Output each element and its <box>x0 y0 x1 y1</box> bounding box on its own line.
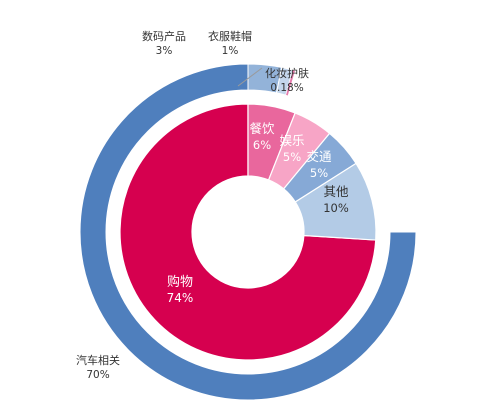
inner-label-2: 娱乐 <box>279 133 304 148</box>
inner-slice-0 <box>119 103 377 361</box>
outer-label-0: 汽车相关 <box>76 353 120 367</box>
inner-label-4: 其他 <box>323 184 349 199</box>
outer-slice-0 <box>79 63 417 401</box>
inner-label-1: 餐饮 <box>249 121 275 136</box>
inner-ring <box>119 103 377 361</box>
outer-percent-0: 70% <box>86 369 109 381</box>
inner-label-3: 交通 <box>306 149 332 164</box>
outer-percent-1: 3% <box>156 45 173 57</box>
inner-percent-1: 6% <box>253 138 271 152</box>
outer-percent-3: 0.18% <box>270 82 303 94</box>
inner-percent-0: 74% <box>167 291 194 305</box>
outer-ring <box>79 63 417 401</box>
inner-percent-2: 5% <box>283 150 301 164</box>
label-leader-line <box>237 67 263 87</box>
outer-percent-2: 1% <box>222 45 239 57</box>
outer-label-2: 衣服鞋帽 <box>208 29 252 43</box>
outer-label-1: 数码产品 <box>142 29 186 43</box>
inner-percent-3: 5% <box>310 166 328 180</box>
inner-slice-4 <box>294 162 377 241</box>
inner-label-0: 购物 <box>167 274 193 290</box>
outer-slice-3 <box>285 69 296 97</box>
outer-label-3: 化妆护肤 <box>265 66 309 80</box>
inner-percent-4: 10% <box>323 201 349 215</box>
